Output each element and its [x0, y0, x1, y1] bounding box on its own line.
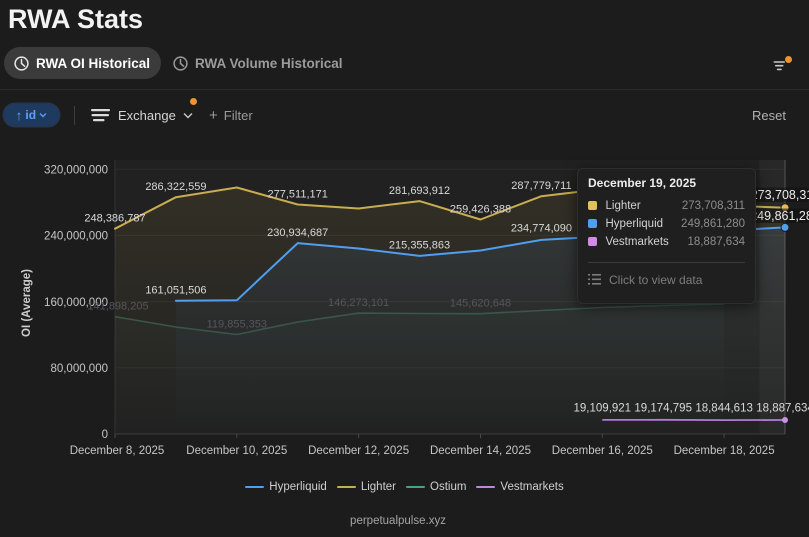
svg-text:146,273,101: 146,273,101 [328, 297, 389, 309]
svg-text:249,861,280: 249,861,280 [750, 209, 809, 223]
svg-text:230,934,687: 230,934,687 [267, 227, 328, 239]
svg-text:18,887,634: 18,887,634 [756, 402, 809, 414]
svg-text:161,051,506: 161,051,506 [145, 285, 206, 297]
svg-text:215,355,863: 215,355,863 [389, 240, 450, 252]
svg-text:234,774,090: 234,774,090 [511, 223, 572, 235]
svg-text:141,898,205: 141,898,205 [87, 301, 148, 313]
svg-text:286,322,559: 286,322,559 [145, 181, 206, 193]
svg-text:277,511,171: 277,511,171 [268, 188, 328, 200]
svg-text:December 18, 2025: December 18, 2025 [674, 445, 775, 457]
svg-text:December 12, 2025: December 12, 2025 [308, 445, 409, 457]
svg-text:19,109,921: 19,109,921 [574, 402, 632, 414]
svg-text:December 14, 2025: December 14, 2025 [430, 445, 531, 457]
svg-text:248,386,787: 248,386,787 [84, 213, 145, 225]
svg-text:119,855,353: 119,855,353 [207, 318, 267, 330]
svg-text:19,174,795: 19,174,795 [634, 402, 692, 414]
svg-text:OI (Average): OI (Average) [21, 269, 33, 337]
svg-text:December 10, 2025: December 10, 2025 [186, 445, 287, 457]
svg-text:281,693,912: 281,693,912 [389, 185, 450, 197]
svg-text:December 8, 2025: December 8, 2025 [70, 445, 165, 457]
svg-text:18,844,613: 18,844,613 [695, 402, 753, 414]
svg-text:273,708,311: 273,708,311 [751, 188, 809, 202]
svg-text:80,000,000: 80,000,000 [50, 363, 108, 375]
svg-text:240,000,000: 240,000,000 [44, 231, 108, 243]
svg-text:259,426,388: 259,426,388 [450, 203, 511, 215]
svg-text:0: 0 [102, 429, 108, 441]
svg-text:December 16, 2025: December 16, 2025 [552, 445, 653, 457]
svg-text:320,000,000: 320,000,000 [44, 164, 108, 176]
svg-text:160,000,000: 160,000,000 [44, 297, 108, 309]
svg-text:145,620,648: 145,620,648 [450, 298, 511, 310]
svg-text:287,779,711: 287,779,711 [511, 180, 571, 192]
